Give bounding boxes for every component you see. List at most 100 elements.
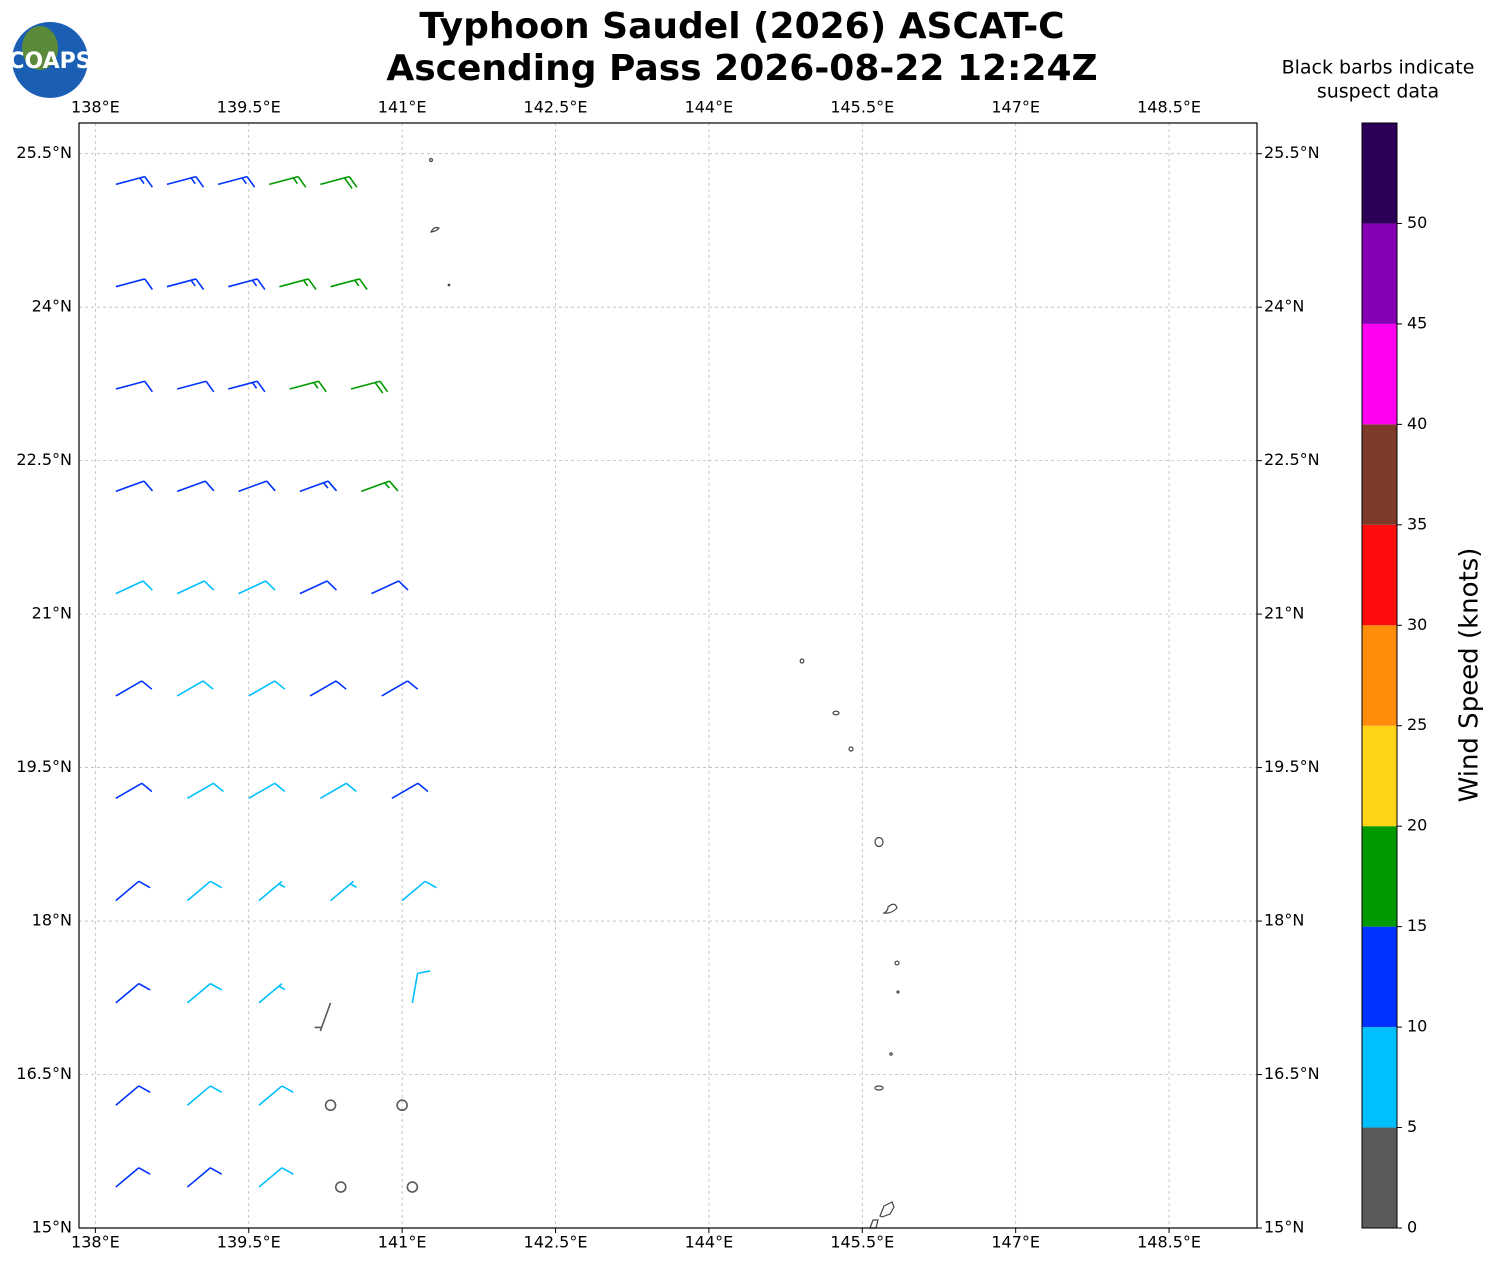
wind-barb (411, 970, 431, 1004)
calm-barb (334, 1181, 347, 1193)
wind-barb (279, 278, 317, 290)
wind-barb (115, 480, 154, 493)
y-tick-label: 21°N (1264, 604, 1304, 623)
colorbar-segment (1362, 1027, 1397, 1128)
colorbar-tick-label: 50 (1407, 213, 1427, 232)
wind-barb (330, 278, 368, 290)
wind-barb (309, 680, 347, 697)
colorbar-segment (1362, 123, 1397, 224)
y-tick-label: 18°N (1264, 911, 1304, 930)
note: suspect data (1317, 81, 1439, 103)
wind-barb (330, 880, 357, 902)
wind-barb (248, 680, 286, 697)
colorbar-segment (1362, 625, 1397, 726)
wind-barb (350, 380, 389, 394)
wind-barb (299, 480, 338, 493)
colorbar-tick-label: 35 (1407, 514, 1427, 533)
x-tick-label: 139.5°E (217, 98, 281, 117)
colorbar-tick-label: 10 (1407, 1017, 1427, 1036)
y-tick-label: 22.5°N (1264, 450, 1320, 469)
wind-barb (381, 680, 419, 697)
colorbar-tick-label: 20 (1407, 816, 1427, 835)
wind-barb (371, 580, 409, 595)
calm-barb (406, 1181, 419, 1193)
wind-barb (268, 175, 307, 188)
colorbar-tick-label: 5 (1407, 1117, 1417, 1136)
y-tick-label: 21°N (32, 604, 72, 623)
x-tick-label: 145.5°E (830, 98, 894, 117)
wind-barb (166, 175, 205, 188)
wind-barb (238, 580, 276, 595)
wind-barb (115, 880, 151, 902)
x-tick-label: 139.5°E (217, 1233, 281, 1252)
x-tick-label: 145.5°E (830, 1233, 894, 1252)
wind-barb (299, 580, 337, 595)
calm-barb (396, 1099, 408, 1112)
wind-barb (115, 982, 151, 1004)
colorbar-tick-label: 30 (1407, 615, 1427, 634)
wind-barb (115, 680, 153, 697)
colorbar-segment (1362, 1127, 1397, 1228)
colorbar-segment (1362, 524, 1397, 626)
x-tick-label: 144°E (685, 1233, 734, 1252)
x-tick-label: 142.5°E (524, 98, 588, 117)
y-tick-label: 25.5°N (1264, 143, 1320, 162)
wind-barb (289, 380, 327, 393)
logo-land (22, 26, 58, 70)
colorbar-tick-label: 0 (1407, 1218, 1417, 1237)
y-tick-label: 15°N (32, 1218, 72, 1237)
wind-barb (115, 782, 153, 799)
wind-barb (258, 983, 286, 1004)
wind-barb (115, 1167, 151, 1188)
x-tick-label: 142.5°E (524, 1233, 588, 1252)
colorbar-tick-label: 15 (1407, 916, 1427, 935)
y-tick-label: 18°N (32, 911, 72, 930)
wind-barb (115, 278, 154, 290)
wind-barb (258, 880, 286, 902)
wind-barb (360, 480, 399, 493)
wind-barb (401, 880, 437, 902)
wind-barb (248, 782, 286, 799)
x-tick-label: 144°E (685, 98, 734, 117)
wind-barb (319, 782, 357, 799)
wind-barb (217, 175, 256, 188)
x-tick-label: 147°E (991, 98, 1040, 117)
colorbar-segment (1362, 323, 1397, 425)
wind-barb (186, 1085, 223, 1106)
x-tick-label: 138°E (71, 98, 120, 117)
wind-barb (258, 1167, 294, 1188)
wind-barb (115, 1085, 151, 1106)
wind-barb (186, 880, 223, 902)
y-tick-label: 16.5°N (1264, 1064, 1320, 1083)
colorbar-tick-label: 40 (1407, 414, 1427, 433)
calm-barb (324, 1099, 337, 1112)
colorbar-segment (1362, 223, 1397, 324)
colorbar-segment (1362, 725, 1397, 827)
colorbar-segment (1362, 826, 1397, 927)
wind-barb (176, 480, 215, 493)
wind-barb (238, 480, 276, 493)
note: Black barbs indicate (1282, 57, 1475, 79)
x-tick-label: 141°E (378, 1233, 427, 1252)
wind-barb (228, 380, 266, 393)
x-tick-label: 141°E (378, 98, 427, 117)
plot-frame (78, 122, 1258, 1229)
wind-barb (176, 380, 215, 393)
wind-barb (186, 982, 223, 1004)
y-tick-label: 16.5°N (16, 1064, 72, 1083)
x-tick-label: 148.5°E (1137, 1233, 1201, 1252)
wind-barb (391, 782, 429, 799)
wind-barb (314, 1002, 332, 1032)
wind-barb (166, 278, 205, 290)
wind-barb (186, 782, 224, 799)
y-tick-label: 15°N (1264, 1218, 1304, 1237)
wind-barb (176, 680, 214, 697)
wind-barb (115, 380, 154, 393)
wind-barb (186, 1167, 223, 1188)
wind-barb (176, 580, 215, 595)
y-tick-label: 25.5°N (16, 143, 72, 162)
wind-barb (320, 175, 358, 189)
chart-title: Typhoon Saudel (2026) ASCAT-C (419, 6, 1064, 47)
y-tick-label: 19.5°N (1264, 757, 1320, 776)
